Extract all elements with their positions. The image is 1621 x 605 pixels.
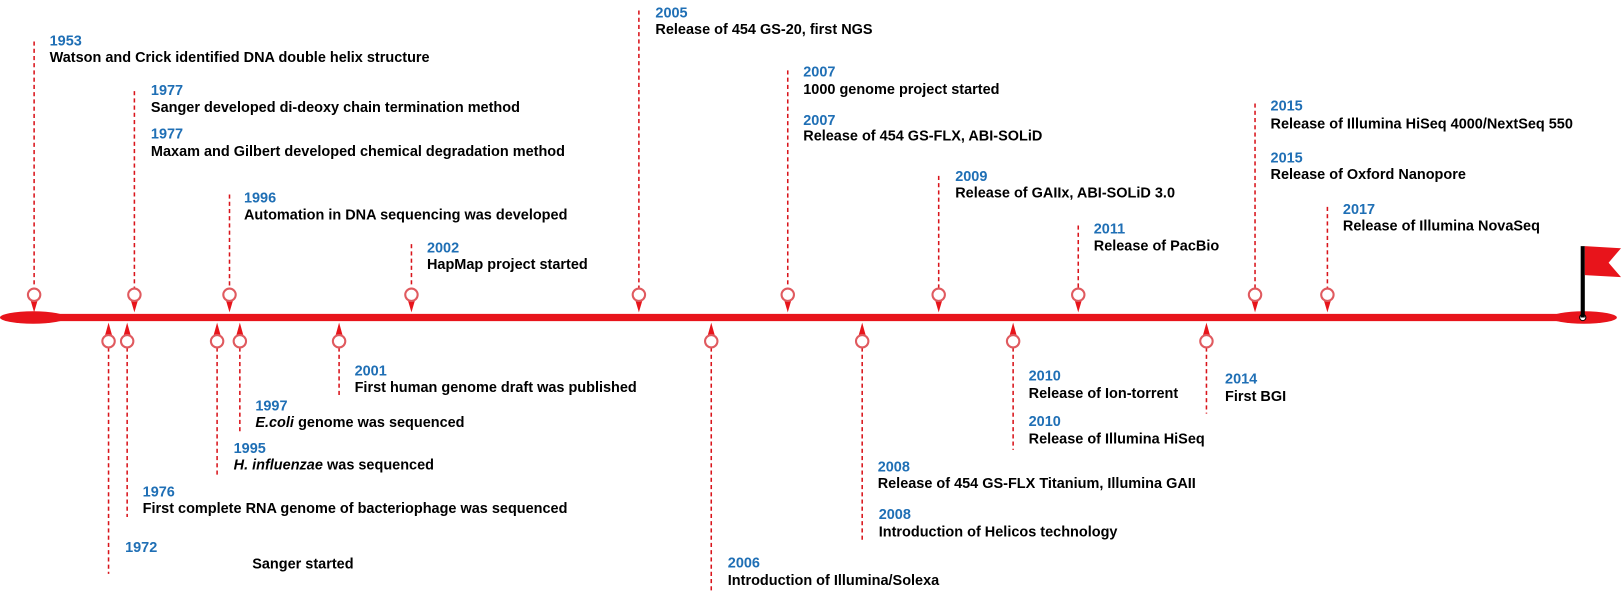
pin xyxy=(127,287,142,302)
event-description: Sanger started xyxy=(252,557,353,573)
event-year: 2015 xyxy=(1271,150,1303,166)
event-description: Maxam and Gilbert developed chemical deg… xyxy=(151,144,565,160)
pin xyxy=(232,334,248,349)
event-year: 1977 xyxy=(151,83,183,99)
event-description: Release of PacBio xyxy=(1094,238,1220,254)
pin xyxy=(854,334,870,349)
event-description: Introduction of Illumina/Solexa xyxy=(728,573,940,589)
event-year: 1976 xyxy=(143,484,175,500)
event-description: Release of Ion-torrent xyxy=(1029,386,1179,402)
pin xyxy=(931,287,946,302)
event-description: Sanger developed di-deoxy chain terminat… xyxy=(151,100,520,116)
event-description: Release of GAIIx, ABI-SOLiD 3.0 xyxy=(955,186,1175,202)
pin xyxy=(1320,287,1335,302)
event-year: 2014 xyxy=(1225,372,1257,388)
event-year: 1997 xyxy=(255,399,287,415)
event-year: 2005 xyxy=(655,6,687,22)
event-year: 1953 xyxy=(50,34,82,50)
event-description: Release of Illumina NovaSeq xyxy=(1343,219,1540,235)
event-year: 1972 xyxy=(125,540,157,556)
pin xyxy=(704,334,719,349)
event-description: Release of Oxford Nanopore xyxy=(1271,167,1466,183)
flag xyxy=(1584,246,1621,278)
event-description: First BGI xyxy=(1225,389,1286,405)
event-year: 2001 xyxy=(355,363,387,379)
event-description: H. influenzae was sequenced xyxy=(234,457,434,473)
event-description: Release of Illumina HiSeq 4000/NextSeq 5… xyxy=(1271,116,1573,132)
event-year: 2008 xyxy=(878,460,910,476)
pin xyxy=(1199,334,1214,349)
event-description: Release of 454 GS-FLX, ABI-SOLiD xyxy=(803,129,1042,145)
pin xyxy=(119,334,135,349)
pin xyxy=(26,287,42,302)
event-year: 2009 xyxy=(955,169,987,185)
event-year: 1995 xyxy=(234,441,266,457)
pin xyxy=(1247,287,1263,302)
italic-name: H. influenzae xyxy=(234,457,323,473)
pin xyxy=(631,287,647,302)
event-year: 2017 xyxy=(1343,202,1375,218)
pin xyxy=(780,287,795,302)
event-description: Introduction of Helicos technology xyxy=(879,525,1118,541)
event-description: HapMap project started xyxy=(427,257,588,273)
pin xyxy=(209,334,225,349)
event-year: 2010 xyxy=(1029,369,1061,385)
italic-name: E.coli xyxy=(255,415,295,431)
event-description: Release of 454 GS-20, first NGS xyxy=(655,22,872,38)
event-year: 2010 xyxy=(1029,414,1061,430)
pin xyxy=(1005,334,1021,349)
pin xyxy=(404,287,419,302)
pin xyxy=(331,334,347,349)
event-description: E.coli genome was sequenced xyxy=(255,415,464,431)
pin xyxy=(101,334,116,349)
event-year: 2002 xyxy=(427,240,459,256)
event-description: First human genome draft was published xyxy=(355,380,637,396)
event-description: Automation in DNA sequencing was develop… xyxy=(244,207,567,223)
event-year: 2006 xyxy=(728,556,760,572)
event-year: 1977 xyxy=(151,127,183,143)
description-rest: genome was sequenced xyxy=(298,415,464,431)
event-year: 2007 xyxy=(803,65,835,81)
pin xyxy=(222,287,237,302)
event-description: 1000 genome project started xyxy=(803,82,999,98)
event-description: Release of Illumina HiSeq xyxy=(1029,432,1205,448)
event-description: Watson and Crick identified DNA double h… xyxy=(50,50,430,66)
event-year: 2011 xyxy=(1094,222,1125,238)
axis-start xyxy=(0,311,67,324)
pin xyxy=(1071,287,1086,302)
event-year: 2008 xyxy=(879,507,911,523)
description-rest: was sequenced xyxy=(326,457,434,473)
event-description: Release of 454 GS-FLX Titanium, Illumina… xyxy=(878,476,1196,492)
event-year: 1996 xyxy=(244,191,276,207)
event-year: 2015 xyxy=(1271,99,1303,115)
event-description: First complete RNA genome of bacteriopha… xyxy=(143,501,568,517)
event-year: 2007 xyxy=(803,113,835,129)
